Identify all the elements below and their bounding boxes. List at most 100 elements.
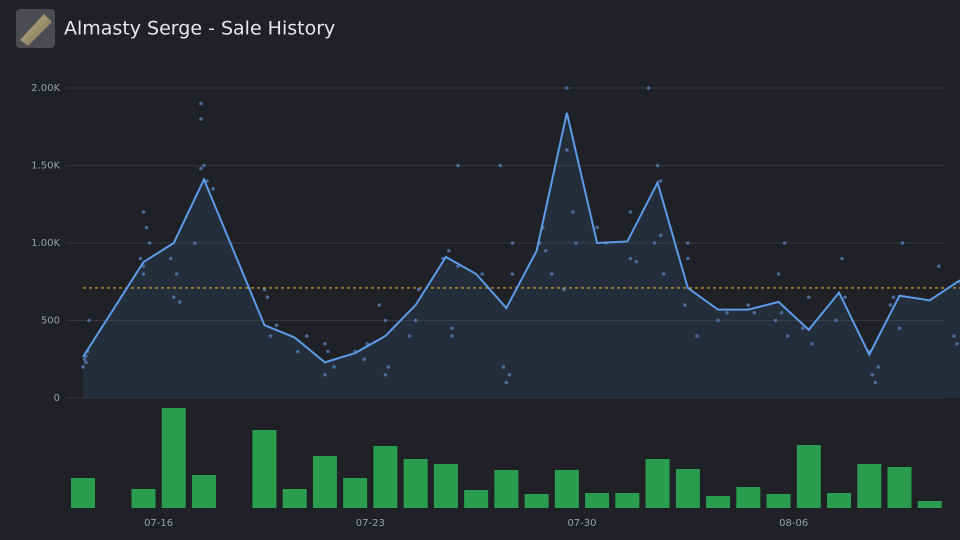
volume-bar (857, 464, 882, 508)
volume-bar (282, 489, 307, 508)
sale-dot (81, 365, 85, 369)
sale-dot (646, 86, 651, 90)
sale-dot (199, 101, 203, 106)
sale-dot (377, 303, 382, 307)
volume-bar (796, 445, 821, 508)
sale-dot (752, 310, 757, 315)
volume-bar (827, 493, 852, 508)
sale-dot (323, 372, 327, 377)
sale-dot (507, 372, 512, 377)
sale-dot (326, 349, 330, 354)
sale-dot (456, 163, 460, 168)
sale-dot (891, 295, 896, 300)
sale-dot (628, 256, 633, 261)
sale-dot (416, 287, 421, 292)
x-tick-label: 08-06 (779, 518, 808, 529)
sale-dot (876, 365, 881, 369)
sale-dot (571, 210, 575, 214)
sale-dot (952, 334, 956, 338)
sale-dot (840, 256, 844, 261)
volume-bar (524, 494, 549, 508)
sale-dot (870, 372, 875, 377)
sale-dot (658, 179, 663, 183)
sale-dot (199, 166, 203, 171)
sale-dot (171, 295, 176, 300)
sale-dot (193, 241, 197, 245)
x-tick-label: 07-30 (567, 518, 596, 529)
sale-dot (686, 241, 690, 245)
sale-dot (955, 341, 959, 346)
chart-title: Almasty Serge - Sale History (64, 18, 335, 40)
sale-dot (785, 334, 790, 338)
sale-dot (510, 272, 515, 276)
volume-bar (343, 478, 368, 508)
sale-dot (447, 248, 451, 253)
sale-dot (897, 326, 902, 331)
volume-bar (554, 470, 579, 508)
y-tick-label: 0 (54, 393, 60, 404)
volume-bar (464, 490, 489, 508)
price-line (82, 112, 960, 364)
sale-dot (900, 241, 905, 245)
sale-dot (773, 318, 778, 323)
y-tick-label: 1.50K (31, 161, 60, 172)
sale-dot (834, 318, 838, 323)
sale-dot (383, 318, 388, 323)
sale-dot (655, 163, 660, 168)
sale-dot (202, 163, 206, 168)
sale-dot (628, 210, 633, 214)
sale-dot (141, 210, 146, 214)
volume-bar (706, 496, 731, 508)
volume-bar (252, 430, 277, 508)
sale-dot (695, 334, 699, 338)
sale-dot (174, 272, 179, 276)
sale-dot (177, 300, 182, 304)
sale-dot (652, 241, 657, 245)
item-icon-shape (20, 14, 52, 46)
sale-dot (413, 318, 418, 323)
sale-dot (873, 380, 878, 385)
volume-bar (161, 408, 186, 508)
sale-dot (383, 372, 388, 377)
sale-dot (562, 287, 566, 292)
volume-bar (615, 493, 640, 508)
sale-dot (87, 318, 91, 323)
sale-dot (501, 365, 506, 369)
sale-dot (686, 256, 690, 261)
y-tick-label: 2.00K (31, 83, 60, 94)
sale-dot (746, 303, 751, 307)
volume-bar (887, 467, 912, 508)
sale-dot (168, 256, 173, 261)
x-tick-label: 07-16 (144, 518, 173, 529)
sale-dot (574, 241, 578, 245)
sale-dot (138, 256, 143, 261)
sale-dot (661, 272, 666, 276)
volume-bar (585, 493, 610, 508)
sale-dot (843, 295, 847, 300)
sale-dot (888, 303, 893, 307)
volume-bar (917, 501, 942, 508)
sale-dot (205, 179, 209, 183)
sale-dot (800, 326, 805, 331)
sale-dot (782, 241, 787, 245)
volume-bar (373, 446, 398, 508)
sale-dot (504, 380, 509, 385)
price-area (83, 112, 960, 399)
volume-bar (403, 459, 428, 508)
sale-dot (265, 295, 270, 300)
sale-dot (510, 241, 515, 245)
sale-dot (199, 117, 203, 121)
volume-bar (191, 475, 216, 508)
sale-dot (716, 318, 720, 323)
sale-dot (937, 264, 941, 269)
sale-dot (810, 341, 814, 346)
sale-dot (549, 272, 554, 276)
x-tick-label: 07-23 (356, 518, 385, 529)
volume-bar (71, 478, 95, 508)
volume-bar (645, 459, 670, 508)
sale-dot (725, 310, 729, 315)
volume-bar (312, 456, 337, 508)
sale-dot (480, 272, 484, 276)
sale-dot (332, 365, 336, 369)
